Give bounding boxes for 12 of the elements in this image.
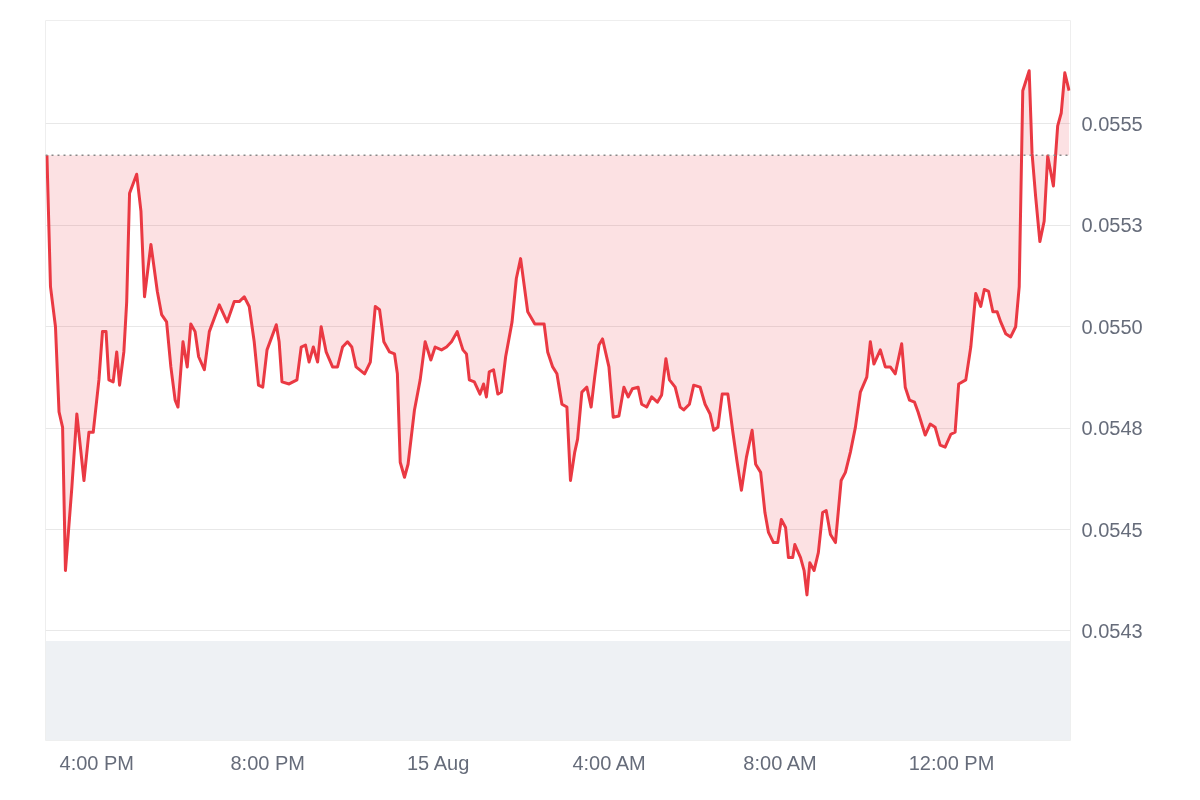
y-tick-label: 0.0553 xyxy=(1081,214,1143,237)
y-tick-label: 0.0548 xyxy=(1081,417,1143,440)
y-tick-label: 0.0543 xyxy=(1081,619,1143,642)
y-tick-label: 0.0550 xyxy=(1081,315,1143,338)
x-tick-label: 8:00 PM xyxy=(230,751,305,774)
x-tick-label: 8:00 AM xyxy=(743,751,817,774)
x-tick-label: 4:00 AM xyxy=(572,751,646,774)
y-tick-label: 0.0545 xyxy=(1081,518,1143,541)
x-tick-label: 12:00 PM xyxy=(908,751,995,774)
y-tick-label: 0.0555 xyxy=(1081,112,1143,135)
x-tick-label: 4:00 PM xyxy=(59,751,135,774)
x-tick-label: 15 Aug xyxy=(407,751,470,774)
